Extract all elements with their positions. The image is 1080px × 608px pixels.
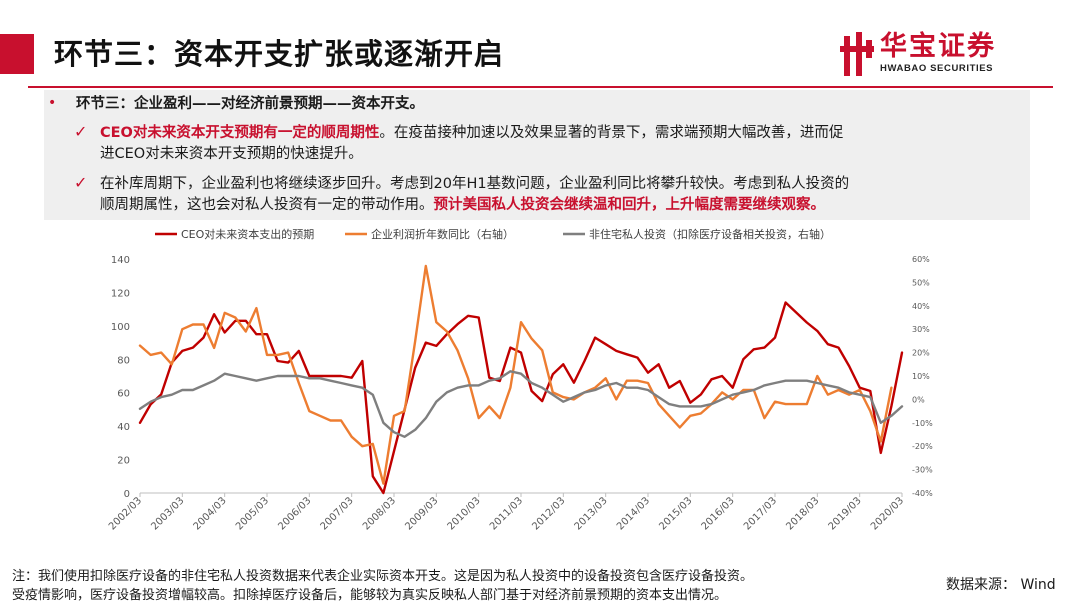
y-right-tick-label: -40% [912, 489, 933, 498]
point1-highlight: CEO对未来资本开支预期有一定的顺周期性 [100, 125, 380, 141]
y-left-tick-label: 120 [111, 288, 130, 299]
x-tick-label: 2007/03 [319, 495, 356, 532]
point2-highlight: 预计美国私人投资会继续温和回升，上升幅度需要继续观察。 [433, 197, 826, 213]
x-tick-label: 2006/03 [276, 495, 313, 532]
line-chart: 0 20 40 60 80 100 120 140 -40% -30% -20% -10% 0% 10% 2… [107, 227, 933, 532]
check-icon: ✓ [74, 173, 88, 192]
point2-text2: 顺周期属性，这也会对私人投资有一定的带动作用。 [100, 197, 434, 213]
y-left-tick-label: 80 [117, 355, 130, 366]
page-title: 环节三：资本开支扩张或逐渐开启 [54, 37, 505, 71]
y-right-tick-label: 60% [912, 255, 930, 264]
x-tick-label: 2015/03 [657, 495, 694, 532]
point1-line1: CEO对未来资本开支预期有一定的顺周期性。在疫苗接种加速以及效果显著的背景下，需… [100, 123, 843, 144]
x-tick-label: 2012/03 [530, 495, 567, 532]
x-tick-label: 2014/03 [615, 495, 652, 532]
y-right-tick-label: -10% [912, 419, 933, 428]
logo-name: 华宝证券 [880, 31, 996, 62]
data-source: 数据来源： Wind [946, 577, 1056, 593]
legend-label: CEO对未来资本支出的预期 [181, 227, 314, 241]
x-tick-label: 2019/03 [827, 495, 864, 532]
logo-mark-icon [840, 32, 874, 76]
x-tick-label: 2017/03 [742, 495, 779, 532]
series-line-ceo-expectation [138, 301, 904, 495]
point2-line2: 顺周期属性，这也会对私人投资有一定的带动作用。预计美国私人投资会继续温和回升，上… [100, 195, 825, 216]
y-left-tick-label: 20 [117, 456, 130, 467]
footnote: 注：我们使用扣除医疗设备的非住宅私人投资数据来代表企业实际资本开支。这是因为私人… [12, 567, 753, 605]
x-tick-label: 2005/03 [234, 495, 271, 532]
y-right-tick-label: 40% [912, 302, 930, 311]
point2-text1: 在补库周期下，企业盈利也将继续逐步回升。考虑到20年H1基数问题，企业盈利同比将… [100, 176, 850, 192]
brand-logo: 华宝证券 HWABAO SECURITIES [840, 30, 1050, 80]
x-tick-label: 2020/03 [869, 495, 906, 532]
x-tick-label: 2016/03 [700, 495, 737, 532]
footnote-line1: 注：我们使用扣除医疗设备的非住宅私人投资数据来代表企业实际资本开支。这是因为私人… [12, 569, 754, 584]
y-right-tick-label: 0% [912, 395, 925, 404]
y-left-tick-label: 100 [111, 322, 130, 333]
x-tick-label: 2008/03 [361, 495, 398, 532]
legend-label: 非住宅私人投资（扣除医疗设备相关投资，右轴） [589, 227, 831, 241]
logo-subtitle: HWABAO SECURITIES [880, 63, 994, 74]
title-accent-bar [0, 34, 34, 74]
x-tick-label: 2010/03 [446, 495, 483, 532]
summary-heading: 环节三：企业盈利——对经济前景预期——资本开支。 [76, 96, 424, 112]
point1-text1: 。在疫苗接种加速以及效果显著的背景下，需求端预期大幅改善，进而促 [379, 125, 844, 141]
x-tick-label: 2011/03 [488, 495, 525, 532]
y-right-tick-label: 30% [912, 325, 930, 334]
chart-area: 0 20 40 60 80 100 120 140 -40% -30% -20% -10% 0% 10% 2… [0, 222, 1080, 562]
y-right-tick-label: -30% [912, 466, 933, 475]
y-left-tick-label: 0 [124, 489, 130, 500]
summary-box: • 环节三：企业盈利——对经济前景预期——资本开支。 ✓ CEO对未来资本开支预… [44, 90, 1030, 220]
x-tick-label: 2002/03 [107, 495, 144, 532]
y-right-tick-label: 20% [912, 349, 930, 358]
series-line-profit-yoy [138, 264, 893, 485]
legend-label: 企业利润折年数同比（右轴） [371, 227, 514, 241]
y-right-tick-label: 50% [912, 278, 930, 287]
check-icon: ✓ [74, 122, 88, 141]
series-line-nonres-investment [138, 370, 904, 439]
title-divider [28, 86, 1053, 88]
y-left-tick-label: 60 [117, 389, 130, 400]
x-tick-label: 2009/03 [403, 495, 440, 532]
x-tick-label: 2013/03 [573, 495, 610, 532]
footnote-line2: 受疫情影响，医疗设备投资增幅较高。扣除掉医疗设备后，能够较为真实反映私人部门基于… [12, 588, 728, 603]
x-tick-label: 2004/03 [192, 495, 229, 532]
y-right-tick-label: 10% [912, 372, 930, 381]
x-tick-label: 2003/03 [149, 495, 186, 532]
y-right-tick-label: -20% [912, 442, 933, 451]
y-left-tick-label: 140 [111, 255, 130, 266]
x-tick-label: 2018/03 [784, 495, 821, 532]
y-left-tick-label: 40 [117, 422, 130, 433]
bullet-dot-icon: • [48, 95, 57, 111]
point1-text2: 进CEO对未来资本开支预期的快速提升。 [100, 146, 363, 162]
